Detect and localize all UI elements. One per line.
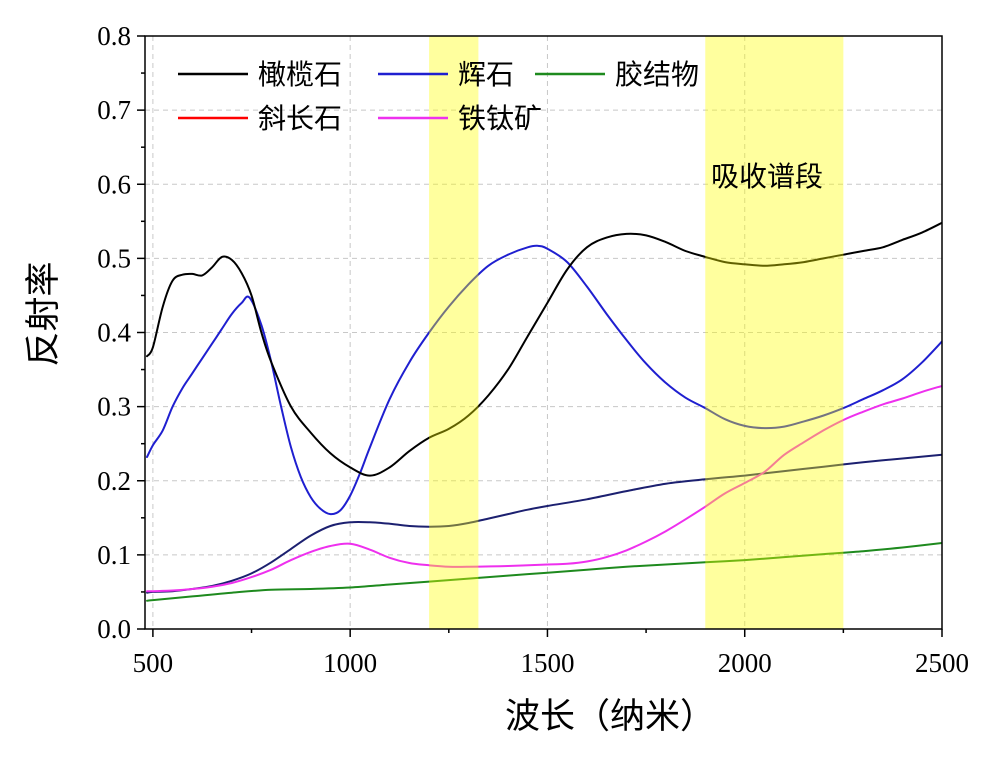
plagioclase-line — [146, 453, 942, 594]
x-tick-label: 500 — [133, 648, 174, 678]
x-axis-title: 波长（纳米） — [505, 697, 715, 736]
legend-item-ilmenite: 铁钛矿 — [378, 103, 542, 135]
legend-item-plagioclase: 斜长石 — [178, 103, 342, 135]
legend: 橄榄石 辉石 胶结物 斜长石 铁钛矿 — [178, 59, 699, 135]
series-lines — [146, 221, 942, 602]
y-tick-label: 0.8 — [97, 21, 131, 51]
pyroxene-line — [146, 244, 942, 516]
cement-line — [146, 542, 942, 602]
axes: 0.0 0.1 0.2 0.3 0.4 0.5 0.6 0.7 0.8 500 1000 1500 20… — [97, 21, 969, 678]
legend-label-olivine: 橄榄石 — [258, 59, 342, 91]
absorption-band — [429, 36, 479, 629]
absorption-band — [705, 36, 844, 629]
x-tick-label: 1000 — [323, 648, 377, 678]
legend-label-cement: 胶结物 — [615, 59, 699, 91]
y-tick-label: 0.3 — [97, 392, 131, 422]
band-annotation: 吸收谱段 — [711, 161, 823, 193]
legend-item-olivine: 橄榄石 — [178, 59, 342, 91]
y-tick-label: 0.1 — [97, 540, 131, 570]
y-tick-label: 0.5 — [97, 243, 131, 273]
y-tick-label: 0.2 — [97, 466, 131, 496]
absorption-bands — [429, 36, 844, 629]
y-axis-title: 反射率 — [24, 261, 63, 366]
legend-label-ilmenite: 铁钛矿 — [458, 103, 542, 135]
y-tick-label: 0.0 — [97, 614, 131, 644]
ilmenite-line — [146, 384, 942, 593]
legend-item-pyroxene: 辉石 — [378, 60, 514, 91]
y-tick-label: 0.6 — [97, 169, 131, 199]
x-tick-label: 1500 — [520, 648, 574, 678]
legend-item-cement: 胶结物 — [535, 59, 699, 91]
olivine-line — [146, 221, 942, 477]
y-tick-label: 0.4 — [97, 318, 131, 348]
legend-label-pyroxene: 辉石 — [458, 60, 514, 91]
legend-label-plagioclase: 斜长石 — [258, 103, 342, 135]
y-tick-label: 0.7 — [97, 95, 131, 125]
x-tick-label: 2000 — [718, 648, 772, 678]
x-tick-label: 2500 — [915, 648, 969, 678]
